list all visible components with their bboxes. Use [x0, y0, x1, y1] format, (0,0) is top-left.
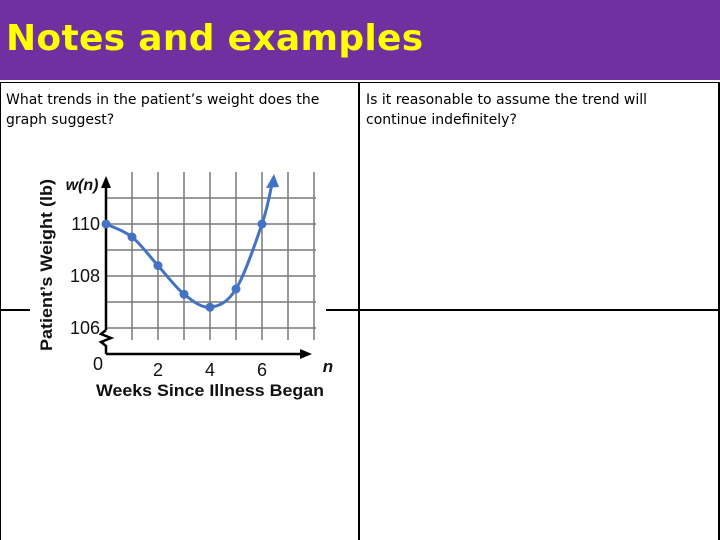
- page-title: Notes and examples: [6, 18, 424, 59]
- x-tick-label-6: 6: [257, 360, 267, 380]
- series-curve-arrow: [266, 174, 279, 188]
- table-top-border: [0, 82, 720, 83]
- y-tick-label-108: 108: [70, 266, 100, 286]
- question-weight-trend: What trends in the patient’s weight does…: [6, 92, 320, 128]
- table-row-divider-right: [358, 309, 720, 311]
- y-tick-label-106: 106: [70, 318, 100, 338]
- y-axis-title: Patient’s Weight (lb): [37, 179, 56, 351]
- table-column-divider: [358, 82, 360, 540]
- data-point-4: [205, 302, 215, 312]
- data-point-0: [101, 219, 111, 229]
- x-axis-title: Weeks Since Illness Began: [96, 381, 324, 400]
- data-point-6: [257, 219, 267, 229]
- table-row-divider-left-end: [326, 309, 358, 311]
- data-point-5: [231, 284, 241, 294]
- y-tick-label-110: 110: [71, 214, 100, 234]
- question-trend-continue: Is it reasonable to assume the trend wil…: [366, 92, 648, 128]
- plot-area: [106, 172, 316, 340]
- origin-label: 0: [93, 354, 103, 374]
- table-right-border: [718, 82, 720, 540]
- x-tick-label-4: 4: [205, 360, 215, 380]
- x-axis-name: n: [323, 357, 333, 376]
- table-left-border: [0, 82, 1, 540]
- x-axis-arrow: [300, 349, 312, 359]
- y-axis-name: w(n): [66, 177, 99, 194]
- header-bar: Notes and examples: [0, 0, 720, 80]
- data-point-3: [179, 289, 189, 299]
- data-point-1: [127, 232, 137, 242]
- table-row-divider-left: [0, 309, 30, 311]
- x-tick-label-2: 2: [153, 360, 163, 380]
- data-point-2: [153, 261, 163, 271]
- y-axis-arrow: [101, 176, 111, 188]
- y-axis-break: [98, 329, 115, 354]
